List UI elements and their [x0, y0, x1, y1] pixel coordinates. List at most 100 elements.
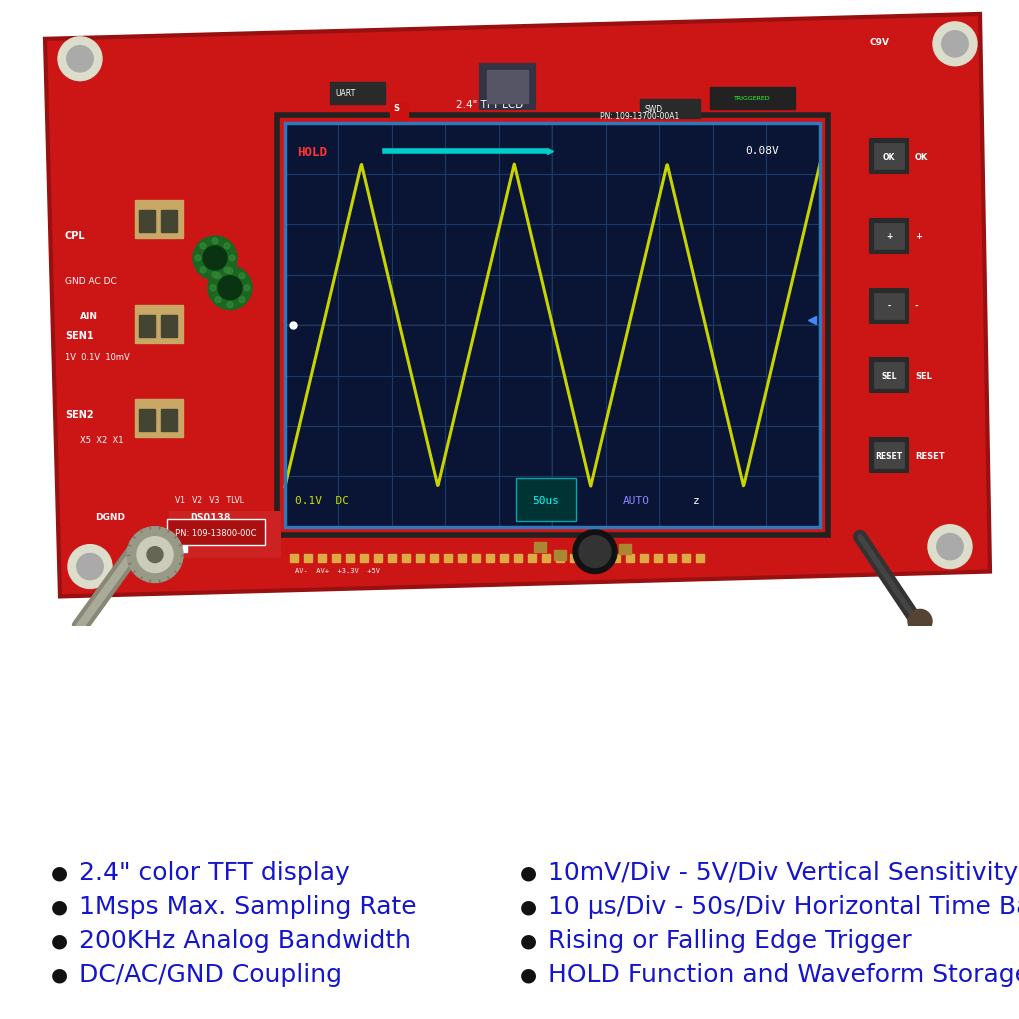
Circle shape — [227, 269, 232, 274]
Circle shape — [195, 256, 201, 262]
Circle shape — [76, 554, 103, 580]
Text: AUTO: AUTO — [622, 495, 649, 505]
Bar — [485, 554, 493, 562]
Bar — [389, 104, 408, 121]
Bar — [873, 363, 903, 389]
Text: SEN1: SEN1 — [65, 330, 94, 340]
Circle shape — [212, 272, 218, 278]
Text: 0.1V  DC: 0.1V DC — [294, 495, 348, 505]
Text: PN: 109-13700-00A1: PN: 109-13700-00A1 — [599, 112, 679, 121]
Text: RESET: RESET — [914, 451, 944, 461]
Bar — [139, 315, 155, 337]
Circle shape — [66, 47, 93, 72]
Bar — [135, 399, 182, 438]
Text: SEL: SEL — [880, 372, 896, 380]
Circle shape — [927, 525, 971, 569]
Bar — [570, 554, 578, 562]
Circle shape — [215, 298, 221, 304]
Circle shape — [147, 547, 163, 564]
Bar — [135, 201, 182, 238]
Bar — [161, 315, 177, 337]
Text: ●: ● — [51, 930, 68, 949]
Bar — [873, 224, 903, 250]
Circle shape — [200, 268, 206, 273]
Circle shape — [215, 273, 221, 279]
Bar — [360, 554, 368, 562]
Text: DSO138: DSO138 — [190, 513, 230, 523]
Text: GND AC DC: GND AC DC — [65, 276, 116, 285]
Bar — [135, 306, 182, 343]
Circle shape — [224, 268, 230, 273]
Circle shape — [224, 244, 230, 250]
Bar — [175, 540, 186, 552]
Bar — [514, 554, 522, 562]
Text: V1   V2   V3   TLVL: V1 V2 V3 TLVL — [175, 495, 244, 504]
Circle shape — [227, 303, 232, 309]
Circle shape — [137, 537, 173, 573]
Text: ●: ● — [520, 862, 537, 881]
Text: z: z — [692, 495, 699, 505]
Text: TRIGGERED: TRIGGERED — [733, 96, 769, 101]
Text: 10 μs/Div - 50s/Div Horizontal Time Base: 10 μs/Div - 50s/Div Horizontal Time Base — [547, 894, 1019, 918]
Circle shape — [58, 38, 102, 82]
Circle shape — [203, 247, 227, 271]
Circle shape — [932, 22, 976, 66]
Bar — [553, 550, 566, 560]
Bar — [869, 141, 907, 174]
Text: 0.08V: 0.08V — [744, 146, 777, 156]
Text: 1V  0.1V  10mV: 1V 0.1V 10mV — [65, 354, 129, 362]
Text: OK: OK — [882, 153, 895, 162]
Text: HOLD Function and Waveform Storage: HOLD Function and Waveform Storage — [547, 962, 1019, 985]
Circle shape — [238, 298, 245, 304]
Text: CPL: CPL — [65, 230, 86, 240]
Text: 10mV/Div - 5V/Div Vertical Sensitivity: 10mV/Div - 5V/Div Vertical Sensitivity — [547, 860, 1017, 883]
Bar — [869, 438, 907, 473]
Bar — [709, 88, 794, 109]
Bar — [869, 359, 907, 393]
Bar — [472, 554, 480, 562]
Text: ●: ● — [51, 964, 68, 983]
Circle shape — [193, 236, 236, 280]
Circle shape — [68, 545, 112, 589]
Bar — [277, 116, 827, 535]
Text: -: - — [914, 302, 918, 311]
Bar — [639, 554, 647, 562]
Bar — [330, 83, 384, 104]
Bar — [161, 211, 177, 232]
Circle shape — [127, 527, 182, 583]
Bar — [289, 554, 298, 562]
Circle shape — [229, 256, 234, 262]
Circle shape — [244, 285, 250, 291]
Text: 1Msps Max. Sampling Rate: 1Msps Max. Sampling Rate — [78, 894, 416, 918]
Bar — [318, 554, 326, 562]
Text: X5  X2  X1: X5 X2 X1 — [79, 436, 123, 444]
Bar — [139, 410, 155, 432]
Text: ●: ● — [51, 897, 68, 915]
Text: DC/AC/GND Coupling: DC/AC/GND Coupling — [78, 962, 341, 985]
Bar — [873, 145, 903, 170]
Text: S: S — [392, 104, 398, 112]
Text: -: - — [887, 302, 890, 311]
Text: AV-  AV+  +3.3V  +5V: AV- AV+ +3.3V +5V — [294, 567, 380, 573]
Bar — [284, 124, 819, 527]
Circle shape — [907, 609, 931, 634]
Bar — [869, 289, 907, 323]
Bar — [528, 554, 535, 562]
Circle shape — [208, 267, 252, 311]
Bar — [387, 554, 395, 562]
Bar — [534, 542, 545, 552]
Circle shape — [941, 32, 967, 58]
Text: ●: ● — [51, 862, 68, 881]
Bar — [869, 220, 907, 254]
Bar — [555, 554, 564, 562]
Bar — [486, 70, 528, 104]
Circle shape — [579, 536, 610, 568]
Circle shape — [238, 273, 245, 279]
Text: C9V: C9V — [869, 38, 890, 47]
Text: HOLD: HOLD — [297, 146, 327, 159]
Text: UART: UART — [334, 89, 355, 98]
Bar — [682, 554, 689, 562]
Text: AIN: AIN — [79, 312, 98, 320]
Text: SEN2: SEN2 — [65, 410, 94, 420]
Bar — [499, 554, 507, 562]
